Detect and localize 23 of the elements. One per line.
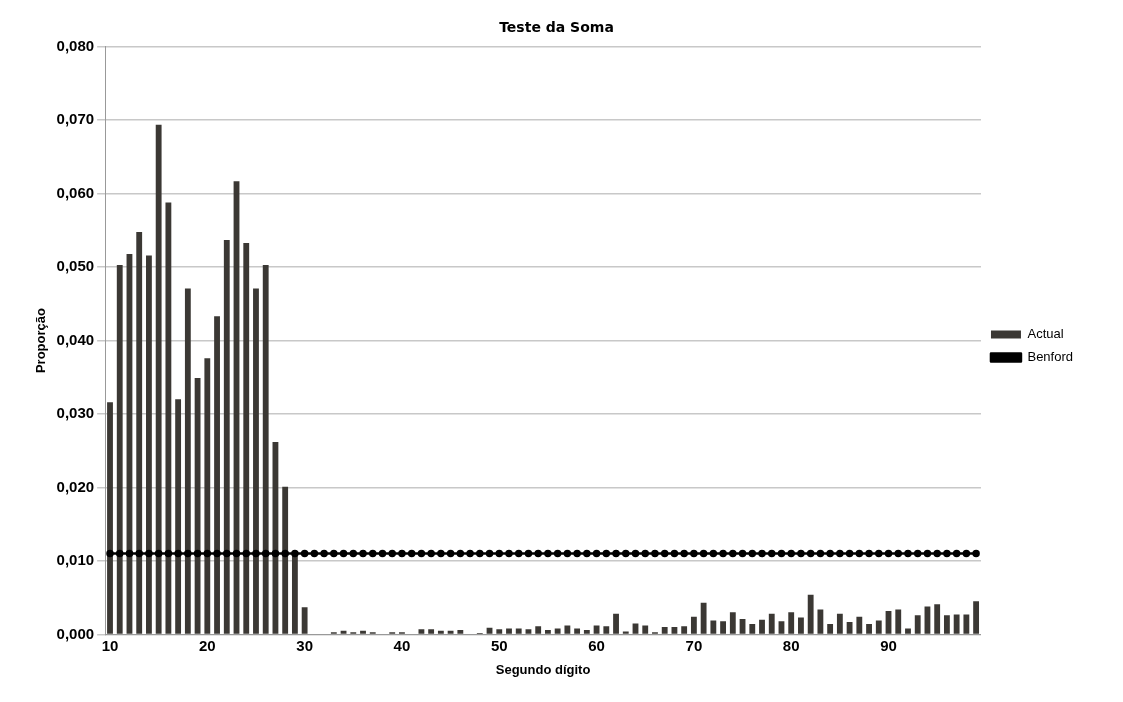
x-tick-label: 60 bbox=[588, 636, 605, 654]
x-tick-label: 40 bbox=[393, 636, 411, 654]
y-tick-label: 0,040 bbox=[56, 330, 95, 348]
y-tick-label: 0,080 bbox=[56, 36, 95, 54]
legend-label: Benford bbox=[1027, 349, 1074, 365]
y-tick-label: 0,000 bbox=[56, 624, 95, 642]
y-tick-label: 0,020 bbox=[56, 477, 95, 495]
y-tick-label: 0,010 bbox=[56, 551, 95, 569]
x-tick-label: 90 bbox=[880, 636, 897, 654]
x-tick-label: 80 bbox=[782, 636, 800, 654]
y-tick-label: 0,050 bbox=[56, 257, 95, 275]
x-tick-label: 50 bbox=[490, 636, 508, 654]
y-tick-label: 0,030 bbox=[56, 404, 95, 422]
y-axis-title: Proporção bbox=[33, 308, 49, 374]
legend-label: Actual bbox=[1027, 326, 1064, 342]
chart-title: Teste da Soma bbox=[499, 19, 614, 36]
x-tick-label: 30 bbox=[296, 636, 313, 654]
x-tick-label: 20 bbox=[198, 636, 216, 654]
y-tick-label: 0,070 bbox=[56, 110, 95, 128]
x-axis-title: Segundo dígito bbox=[495, 661, 591, 677]
x-tick-label: 10 bbox=[101, 636, 119, 654]
x-tick-label: 70 bbox=[685, 636, 703, 654]
y-tick-label: 0,060 bbox=[56, 183, 95, 201]
